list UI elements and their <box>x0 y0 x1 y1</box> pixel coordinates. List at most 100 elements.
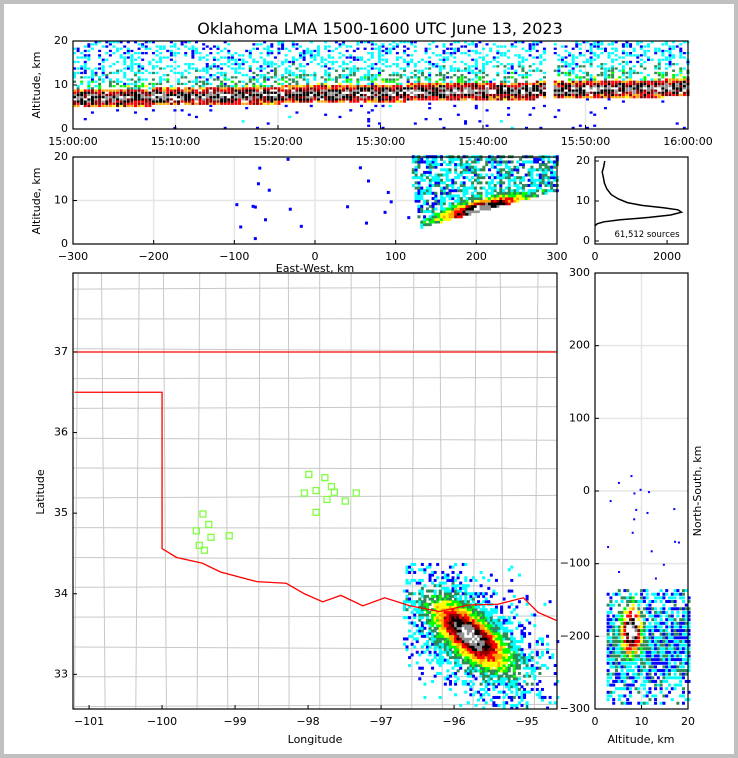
density-cell <box>672 63 676 66</box>
density-cell <box>611 87 615 90</box>
density-cell <box>466 618 470 622</box>
density-cell <box>596 56 600 59</box>
density-cell <box>101 93 105 97</box>
density-cell <box>438 653 442 657</box>
density-cell <box>126 67 130 70</box>
density-cell <box>520 637 524 641</box>
density-cell <box>252 71 256 75</box>
density-cell <box>461 658 465 662</box>
density-cell <box>533 677 537 681</box>
y-tick-label: 10 <box>54 78 68 91</box>
density-cell <box>420 616 424 620</box>
density-cell <box>647 82 650 86</box>
density-cell <box>349 78 353 81</box>
density-cell <box>273 87 277 90</box>
density-cell <box>184 93 188 97</box>
density-cell <box>528 45 532 48</box>
density-cell <box>184 41 188 44</box>
density-cell <box>313 76 317 79</box>
density-cell <box>499 63 503 66</box>
density-cell <box>238 65 242 68</box>
density-cell <box>488 191 492 195</box>
density-cell <box>198 87 202 90</box>
density-cell <box>650 87 654 90</box>
density-cell <box>487 648 491 652</box>
density-cell <box>159 98 163 101</box>
density-cell <box>536 173 540 177</box>
density-cell <box>520 698 524 702</box>
density-cell <box>497 682 501 686</box>
density-cell <box>589 80 593 83</box>
density-cell <box>309 104 313 108</box>
density-cell <box>306 98 310 101</box>
density-cell <box>471 640 475 644</box>
density-cell <box>403 58 407 61</box>
density-cell <box>492 669 496 673</box>
density-cell <box>461 632 465 636</box>
density-cell <box>266 98 270 101</box>
density-cell <box>413 49 417 53</box>
density-cell <box>454 562 458 566</box>
density-cell <box>603 91 607 94</box>
density-cell <box>184 76 188 79</box>
density-cell <box>420 74 424 77</box>
density-cell <box>406 60 410 64</box>
density-cell <box>112 102 116 105</box>
density-cell <box>141 78 145 81</box>
density-cell <box>435 96 439 99</box>
density-cell <box>448 215 452 219</box>
density-cell <box>489 629 493 633</box>
density-cell <box>578 78 582 81</box>
density-cell <box>417 87 421 90</box>
density-cell <box>539 63 543 66</box>
density-cell <box>345 89 349 92</box>
density-cell <box>270 102 274 105</box>
density-cell <box>510 695 514 699</box>
density-cell <box>299 98 303 101</box>
density-cell <box>320 76 324 79</box>
density-cell <box>542 87 546 90</box>
density-cell <box>252 43 256 46</box>
density-cell <box>205 80 209 83</box>
density-cell <box>76 104 80 108</box>
density-cell <box>464 618 468 622</box>
density-cell <box>459 165 463 169</box>
density-cell <box>492 682 496 686</box>
density-cell <box>507 666 511 670</box>
density-cell <box>456 197 460 201</box>
density-cell <box>471 624 475 628</box>
density-cell <box>535 67 539 70</box>
density-cell <box>216 78 220 81</box>
density-cell <box>431 197 435 201</box>
density-cell <box>510 170 514 174</box>
density-cell <box>313 74 317 77</box>
density-cell <box>679 47 683 50</box>
density-cell <box>360 104 363 108</box>
density-cell <box>342 100 346 103</box>
county-line <box>73 272 79 710</box>
density-cell <box>575 74 579 77</box>
density-cell <box>212 65 216 68</box>
density-cell <box>415 640 419 644</box>
density-cell <box>428 217 432 221</box>
density-cell <box>568 74 572 77</box>
density-cell <box>497 632 501 636</box>
density-cell <box>603 67 607 70</box>
density-cell <box>464 592 468 596</box>
density-cell <box>116 104 120 108</box>
density-cell <box>496 91 500 94</box>
density-cell <box>425 640 429 644</box>
density-cell <box>266 89 270 92</box>
density-cell <box>442 199 446 203</box>
density-cell <box>281 63 285 66</box>
density-cell <box>502 669 506 673</box>
density-cell <box>482 176 486 180</box>
density-cell <box>639 89 643 92</box>
density-cell <box>438 672 442 676</box>
density-cell <box>406 93 410 97</box>
density-cell <box>552 176 556 180</box>
density-cell <box>510 178 514 182</box>
density-cell <box>133 82 137 86</box>
density-cell <box>441 634 445 638</box>
